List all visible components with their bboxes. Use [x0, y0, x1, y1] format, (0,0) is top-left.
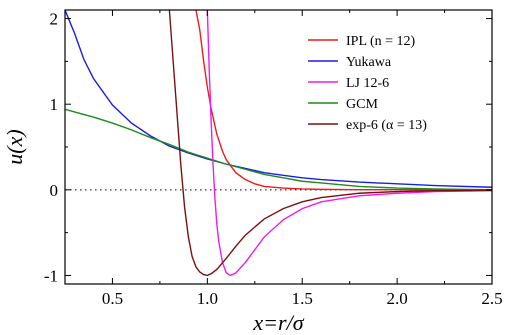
y-tick-label: 1	[50, 95, 59, 114]
x-tick-label: 1.5	[292, 289, 313, 308]
axes-layer: 0.5 1.0 1.5 2.0 2.5 -1 0 1 2	[44, 9, 503, 308]
series-line-4	[168, 10, 492, 277]
curves-layer	[65, 10, 492, 277]
x-tick-label: 2.0	[386, 289, 407, 308]
legend-label-0: IPL (n = 12)	[346, 34, 416, 49]
plot-frame	[64, 9, 493, 285]
y-tick-label: -1	[44, 266, 58, 285]
legend-label-1: Yukawa	[346, 55, 392, 70]
x-tick-label: 1.0	[197, 289, 218, 308]
legend-label-4: exp-6 (α = 13)	[346, 118, 427, 133]
y-tick-label: 2	[50, 10, 59, 29]
x-tick-label: 2.5	[481, 289, 502, 308]
series-line-3	[65, 108, 492, 191]
y-tick-label: 0	[50, 181, 59, 200]
y-axis-label: u(x)	[2, 129, 27, 164]
x-axis-label: x=r/σ	[252, 310, 304, 335]
legend: IPL (n = 12) Yukawa LJ 12-6 GCM exp-6 (α = 1…	[308, 34, 427, 133]
series-line-2	[206, 10, 492, 277]
series-line-1	[65, 10, 492, 188]
legend-label-3: GCM	[346, 97, 378, 112]
x-tick-label: 0.5	[102, 289, 123, 308]
series-line-0	[195, 10, 492, 191]
legend-label-2: LJ 12-6	[346, 76, 389, 91]
